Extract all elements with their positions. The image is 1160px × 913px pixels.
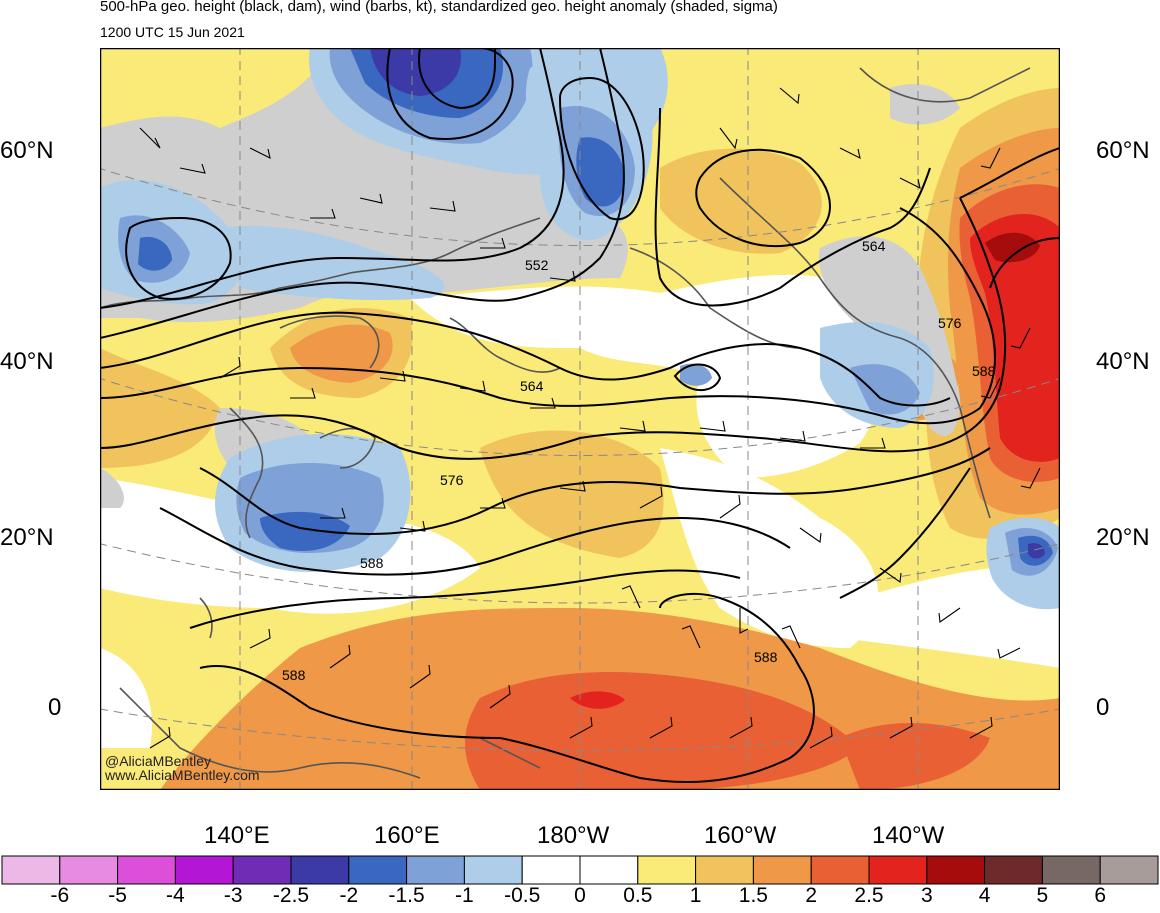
anomaly-ltorange-left-coast	[100, 348, 220, 468]
colorbar-swatch	[926, 855, 986, 885]
lat-label-right: 60°N	[1096, 137, 1150, 164]
colorbar-swatch	[406, 855, 465, 885]
colorbar-swatch	[579, 855, 639, 885]
colorbar-label: -0.5	[504, 884, 541, 907]
credit-website: www.AliciaMBentley.com	[105, 767, 260, 783]
lon-label: 160°E	[374, 822, 440, 849]
colorbar-swatch	[290, 855, 350, 885]
colorbar-label: -1.5	[388, 884, 425, 907]
colorbar-swatch	[1, 855, 61, 885]
colorbar-swatch	[463, 855, 523, 885]
anomaly-negblue-hawaii-deep	[1028, 543, 1045, 559]
colorbar-swatch	[752, 855, 812, 885]
colorbar-label: 0	[574, 884, 586, 907]
lat-label-left: 60°N	[0, 137, 54, 164]
colorbar-label: 3	[920, 884, 933, 907]
colorbar-label: -6	[50, 884, 70, 907]
anomaly-neutral-lowerleft	[100, 648, 152, 748]
contour-label: 588	[282, 667, 306, 683]
lat-label-left: 20°N	[0, 524, 54, 551]
lon-label: 140°W	[872, 822, 945, 849]
anomaly-neutral-north	[410, 274, 894, 478]
colorbar-swatch	[59, 855, 119, 885]
colorbar-label: 0.5	[623, 884, 653, 907]
contour-label: 588	[360, 555, 384, 571]
contour-label: 576	[440, 472, 464, 488]
colorbar-label: -4	[166, 884, 185, 907]
colorbar-label: -1	[455, 884, 474, 907]
height-contours	[100, 48, 1060, 783]
colorbar-swatch	[232, 855, 292, 885]
lat-label-left: 0	[48, 694, 62, 721]
colorbar-swatch	[174, 855, 234, 885]
colorbar-label: -2	[339, 884, 359, 907]
contour-label: 588	[972, 363, 996, 379]
lat-label-right: 40°N	[1096, 348, 1150, 375]
colorbar-swatch	[1041, 855, 1101, 885]
contour-label: 576	[938, 315, 962, 331]
colorbar-swatch	[810, 855, 870, 885]
colorbar-label: 5	[1036, 884, 1049, 907]
lon-label: 180°W	[537, 822, 610, 849]
contour-label: 588	[754, 649, 778, 665]
colorbar-swatch	[117, 855, 176, 885]
colorbar-swatch	[521, 855, 581, 885]
lon-label: 160°W	[704, 822, 777, 849]
colorbar-label: -3	[223, 884, 243, 907]
terrain-mask-arctic	[890, 84, 960, 125]
contour-label: 564	[520, 378, 544, 394]
lat-label-left: 40°N	[0, 348, 54, 375]
anomaly-bright-red-spot	[570, 691, 625, 709]
colorbar-swatch	[868, 855, 928, 885]
colorbar-swatch	[984, 855, 1043, 885]
colorbar-label: 2	[805, 884, 818, 907]
colorbar-label: -2.5	[272, 884, 310, 907]
chart-title: 500-hPa geo. height (black, dam), wind (…	[100, 0, 778, 15]
colorbar-swatch	[348, 855, 408, 885]
valid-time: 1200 UTC 15 Jun 2021	[100, 24, 245, 40]
credit-handle: @AliciaMBentley	[105, 753, 212, 769]
anomaly-negblue-okhotsk-blue	[138, 236, 172, 271]
colorbar-swatch	[637, 855, 697, 885]
anomaly-ltorange-bering	[660, 148, 822, 254]
colorbar-label: 1	[689, 884, 702, 907]
colorbar-label: 2.5	[854, 884, 884, 907]
terrain-mask-small	[100, 468, 124, 508]
contour-label: 552	[525, 257, 549, 273]
anomaly-red-east-pacific	[840, 723, 990, 790]
colorbar-label: 6	[1094, 884, 1107, 907]
anomaly-negblue-bering-blue	[576, 137, 625, 207]
lon-label: 140°E	[204, 822, 270, 849]
colorbar-label: -5	[108, 884, 127, 907]
contour-label: 564	[862, 238, 886, 254]
wind-barbs	[139, 87, 1041, 749]
anomaly-dark-red-core	[985, 232, 1040, 263]
colorbar-swatch	[695, 855, 754, 885]
anomaly-ltorange-central	[480, 430, 664, 558]
colorbar-swatch	[1099, 855, 1159, 885]
colorbar-label: 4	[978, 884, 991, 907]
anomaly-neutral-east	[820, 566, 1060, 668]
lat-label-right: 20°N	[1096, 524, 1150, 551]
anomaly-negblue-gulf-alaska-mid	[850, 364, 920, 415]
colorbar-label: 1.5	[738, 884, 768, 907]
anomaly-negblue-light-strip	[220, 225, 445, 300]
map-panel: 552 564 576 588 564 576 588 588 588	[100, 48, 1060, 790]
colorbar	[1, 855, 1159, 885]
anomaly-negblue-deep-siberia	[370, 48, 461, 96]
map-frame	[100, 48, 1060, 790]
lat-label-right: 0	[1096, 694, 1110, 721]
anomaly-negblue-cutoff-low	[680, 363, 712, 386]
